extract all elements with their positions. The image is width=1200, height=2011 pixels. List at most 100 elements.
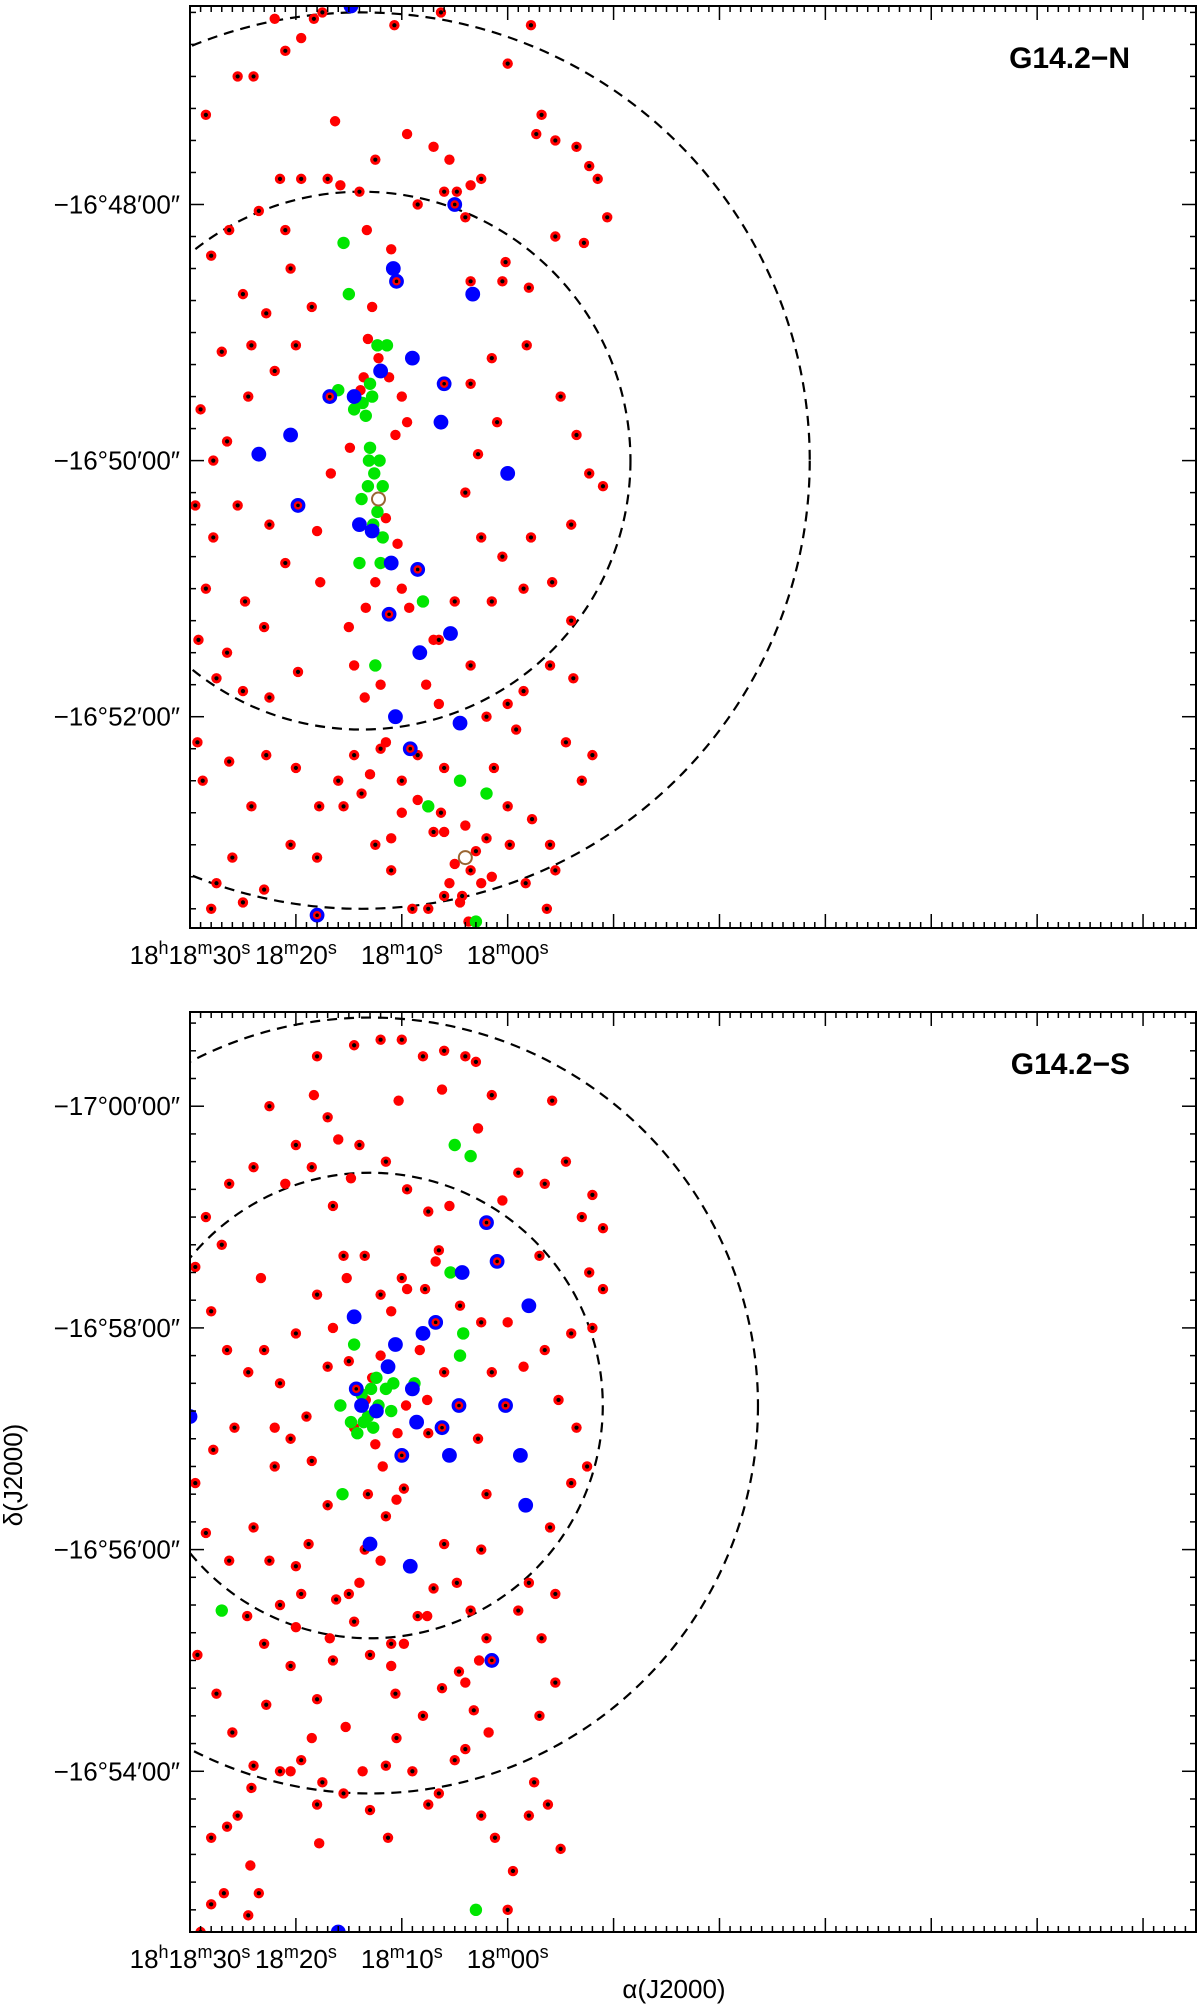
red-point [290,1621,302,1633]
point-core [288,1663,293,1669]
point-core [394,1735,399,1741]
point-core [440,1425,444,1430]
point-core [605,215,610,220]
red-point [269,13,280,25]
point-core [198,407,203,412]
point-core [510,1868,516,1874]
point-core [346,1591,351,1597]
point-core [415,1613,420,1619]
point-core [383,1159,389,1164]
point-core [495,1259,499,1264]
red-point [422,1610,433,1622]
point-core [442,1370,447,1375]
point-core [367,1807,373,1813]
green-point [373,454,386,467]
red-point [396,583,407,594]
green-point [347,403,361,416]
red-point [473,1655,485,1666]
red-point [345,1173,357,1184]
blue-point [454,1265,470,1280]
point-core [214,881,219,886]
blue-point [346,389,362,404]
y-tick-label: −16°48′00″ [54,189,180,219]
point-core [579,778,584,783]
point-core [195,740,200,745]
point-core [505,61,510,66]
red-point [308,1089,320,1101]
red-point [373,352,384,364]
point-core [230,1730,235,1735]
point-core [550,1098,555,1103]
green-point [364,1382,378,1396]
point-core [209,1835,214,1840]
point-core [401,1486,407,1491]
red-point [280,1178,291,1190]
blue-point [500,466,516,481]
y-tick-label: −16°52′00″ [54,702,180,732]
blue-point [283,427,298,443]
green-point [453,774,467,787]
point-core [314,1697,320,1702]
point-core [547,842,553,847]
point-core [200,778,205,783]
blue-point [373,363,389,379]
point-core [267,1104,272,1109]
point-core [426,906,431,911]
point-core [418,0,422,2]
point-core [569,1480,574,1486]
point-core [249,1785,254,1791]
red-point [472,1123,484,1134]
red-point [361,224,373,236]
point-core [299,1591,304,1597]
point-core [475,1436,481,1441]
green-point [342,287,356,301]
point-core [479,1813,484,1818]
point-core [563,1159,569,1164]
green-point [387,1377,400,1390]
point-core [516,1170,521,1175]
point-core [383,1514,389,1519]
red-point [420,679,432,690]
point-core [224,1824,230,1829]
point-core [314,1054,320,1059]
green-point [363,441,377,454]
green-point [369,659,382,672]
point-core [475,452,481,457]
point-core [317,804,322,809]
point-core [262,624,267,630]
point-core [249,343,254,348]
point-core [211,1447,216,1452]
y-tick-label: −16°58′00″ [54,1313,180,1343]
point-core [262,887,267,892]
point-core [410,906,415,911]
point-core [553,138,558,143]
point-core [389,1641,394,1646]
point-core [574,144,579,149]
point-core [203,1530,208,1536]
point-core [489,599,494,604]
point-core [569,618,574,623]
point-core [587,471,592,476]
red-point [380,513,392,524]
point-core [457,1403,461,1408]
point-core [415,753,420,758]
point-core [378,746,383,751]
green-point [336,1487,349,1501]
point-core [479,1320,484,1325]
blue-point [412,645,428,661]
point-core [479,1547,484,1552]
point-core [468,381,473,386]
blue-point [368,1403,384,1419]
green-point [422,800,435,813]
red-point [438,826,450,838]
point-core [325,1503,330,1508]
point-core [267,522,272,527]
point-core [320,1780,325,1785]
point-core [315,913,319,917]
point-core [341,1253,346,1258]
point-core [463,1747,468,1752]
point-core [385,1835,391,1840]
red-point [433,698,445,710]
plot-frame [189,5,1197,929]
point-core [553,1680,558,1685]
